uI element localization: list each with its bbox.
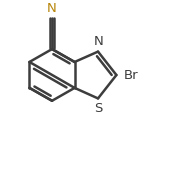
Text: S: S: [94, 102, 102, 115]
Text: Br: Br: [124, 68, 139, 82]
Text: N: N: [47, 2, 57, 15]
Text: N: N: [94, 35, 103, 48]
